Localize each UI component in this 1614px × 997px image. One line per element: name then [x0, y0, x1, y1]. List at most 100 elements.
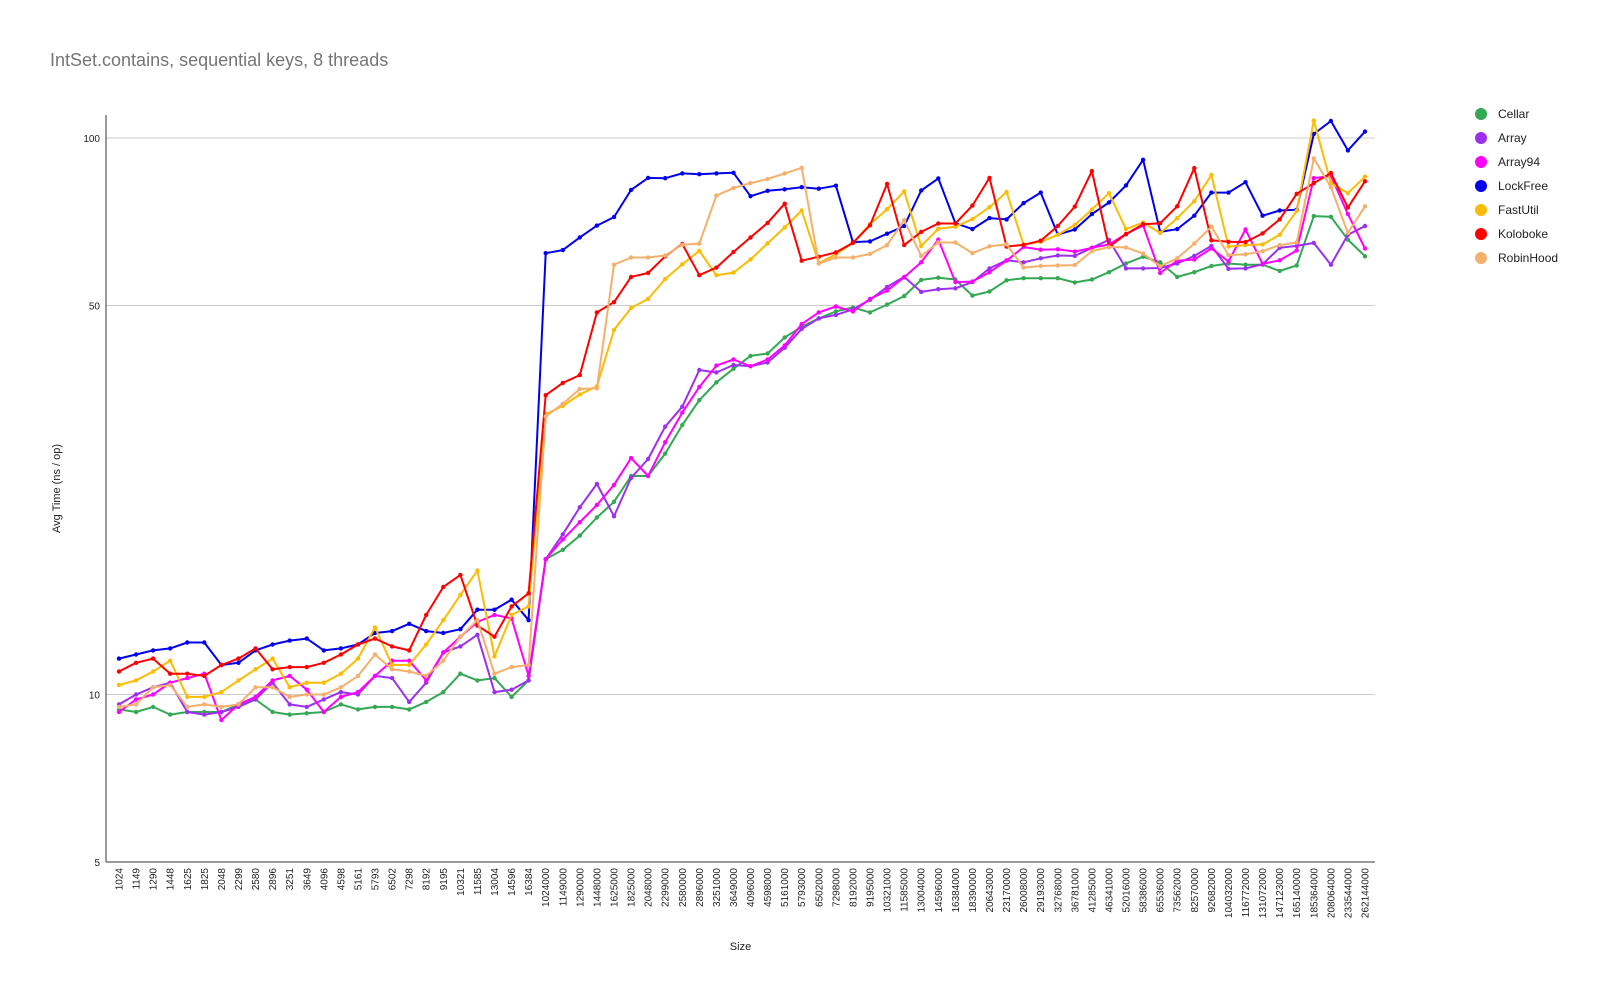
data-point: [270, 642, 275, 647]
x-tick-label: 2580000: [678, 868, 689, 907]
data-point: [1277, 268, 1282, 274]
data-point: [1175, 256, 1180, 261]
data-point: [219, 689, 224, 695]
data-point: [748, 235, 753, 240]
data-point: [697, 172, 702, 177]
data-point: [304, 687, 309, 692]
data-point: [748, 257, 753, 262]
data-point: [304, 704, 309, 710]
data-point: [441, 618, 446, 623]
x-tick-label: 52016000: [1122, 868, 1133, 913]
data-point: [884, 302, 890, 307]
data-point: [1106, 200, 1112, 205]
data-point: [116, 682, 122, 688]
data-point: [867, 223, 873, 228]
data-point: [1123, 231, 1129, 237]
x-tick-label: 3251000: [712, 868, 723, 907]
legend-item-cellar: Cellar: [1475, 107, 1529, 121]
data-point: [680, 242, 685, 247]
x-tick-label: 3649000: [729, 868, 740, 907]
data-point: [560, 537, 565, 542]
data-point: [816, 310, 821, 315]
data-point: [509, 664, 514, 670]
data-point: [902, 242, 907, 248]
y-axis-label: Avg Time (ns / op): [51, 444, 63, 533]
data-point: [1004, 189, 1009, 195]
data-point: [236, 678, 241, 683]
data-point: [1260, 213, 1265, 218]
x-tick-label: 2048000: [644, 868, 655, 907]
data-point: [953, 221, 958, 226]
data-point: [389, 644, 395, 649]
series-line-fastutil: [118, 119, 1366, 698]
x-tick-label: 82570000: [1190, 868, 1201, 913]
x-tick-label: 1024000: [541, 868, 552, 907]
data-point: [663, 451, 668, 456]
data-point: [1055, 263, 1061, 268]
data-point: [133, 697, 139, 702]
data-point: [765, 241, 770, 246]
data-point: [1243, 227, 1248, 232]
data-point: [902, 223, 907, 229]
data-point: [1158, 260, 1163, 265]
data-point: [1004, 242, 1009, 247]
data-point: [458, 627, 463, 632]
data-point: [1038, 263, 1043, 269]
data-point: [1260, 242, 1265, 247]
legend-marker: [1475, 180, 1487, 192]
x-tick-label: 2048: [217, 868, 228, 891]
x-tick-label: 8192: [422, 868, 433, 891]
data-point: [577, 392, 582, 397]
data-point: [168, 658, 173, 663]
data-point: [475, 618, 480, 623]
data-point: [628, 475, 634, 481]
x-tick-label: 4598000: [763, 868, 774, 907]
data-point: [697, 384, 702, 390]
x-tick-label: 185364000: [1309, 868, 1320, 918]
data-point: [714, 363, 719, 368]
data-point: [611, 214, 617, 220]
data-point: [645, 270, 651, 276]
x-tick-label: 165140000: [1292, 868, 1303, 918]
legend: Cellar Array Array94 LockFree FastUtil Kolobo…: [1475, 107, 1558, 265]
data-point: [884, 288, 890, 293]
data-point: [1089, 211, 1095, 217]
data-point: [1345, 211, 1351, 217]
x-tick-label: 10321: [456, 868, 467, 896]
data-point: [1226, 259, 1231, 264]
data-point: [970, 226, 975, 232]
data-point: [867, 296, 873, 302]
data-point: [321, 697, 326, 702]
data-point: [389, 662, 395, 668]
x-tick-label: 1825000: [627, 868, 638, 907]
data-point: [833, 255, 839, 260]
data-point: [372, 704, 378, 710]
data-point: [458, 671, 463, 676]
data-point: [628, 255, 634, 260]
data-point: [731, 170, 736, 175]
legend-label: RobinHood: [1498, 251, 1558, 265]
data-point: [987, 289, 992, 294]
data-point: [1226, 239, 1231, 244]
data-point: [1243, 180, 1248, 185]
data-point: [884, 207, 890, 212]
data-point: [1345, 205, 1351, 210]
x-tick-label: 11585: [473, 868, 484, 896]
data-point: [287, 664, 292, 670]
series-line-lockfree: [118, 120, 1366, 666]
data-point: [1038, 247, 1043, 252]
data-point: [150, 656, 156, 661]
data-point: [1328, 118, 1334, 124]
data-point: [1123, 226, 1129, 232]
x-tick-label: 23170000: [1002, 868, 1013, 913]
data-point: [936, 226, 941, 231]
data-point: [526, 673, 531, 679]
data-point: [116, 709, 122, 715]
data-point: [407, 621, 412, 626]
data-point: [1243, 239, 1248, 245]
data-point: [133, 660, 139, 665]
data-point: [1345, 148, 1351, 153]
data-point: [1072, 280, 1078, 285]
axes: [105, 115, 1375, 863]
chart-title: IntSet.contains, sequential keys, 8 thre…: [50, 50, 389, 70]
